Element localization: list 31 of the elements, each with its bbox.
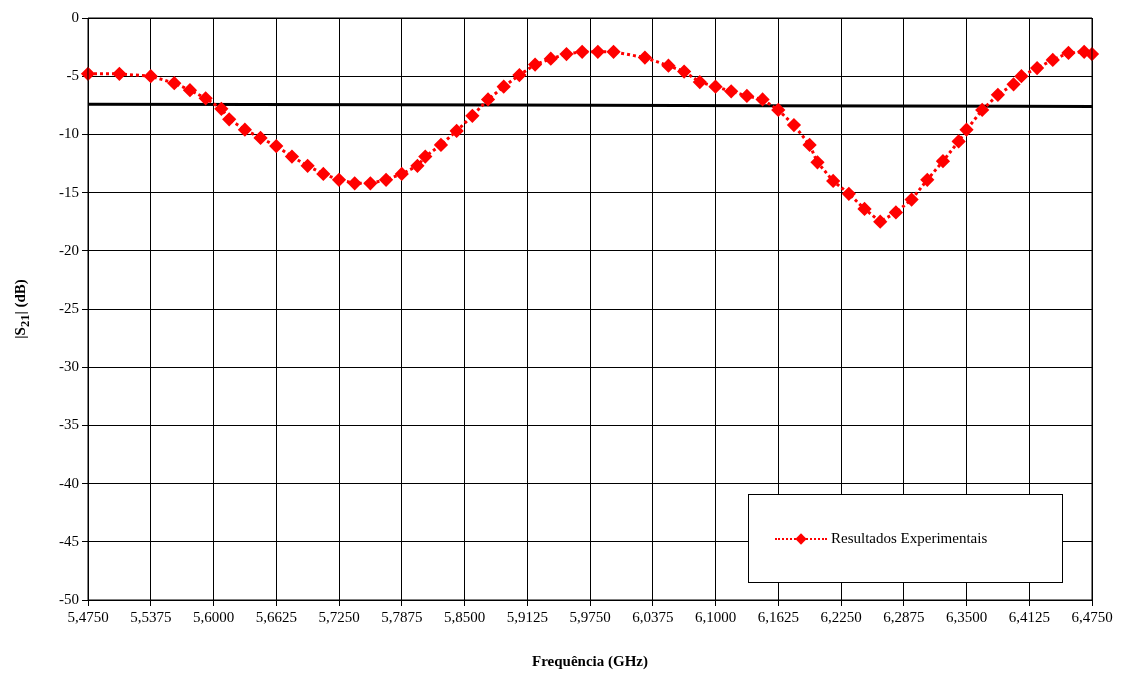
x-tick-label: 5,7875 [381, 608, 423, 625]
y-tick-label: -5 [66, 67, 79, 84]
x-tick-label: 5,8500 [443, 608, 486, 625]
legend-label: Resultados Experimentais [831, 530, 988, 547]
x-tick-label: 6,4750 [1071, 608, 1113, 625]
y-tick-label: -50 [59, 590, 79, 607]
x-tick-label: 5,6625 [255, 608, 297, 625]
y-tick-label: -40 [59, 474, 79, 491]
x-tick-label: 6,0375 [632, 608, 674, 625]
x-tick-label: 5,9125 [506, 608, 548, 625]
y-tick-label: -30 [59, 358, 79, 375]
legend: Resultados Experimentais [748, 494, 1063, 583]
y-tick-label: -10 [59, 125, 79, 142]
x-tick-label: 6,1000 [694, 608, 737, 625]
x-tick-label: 6,1625 [757, 608, 799, 625]
y-tick-label: -45 [59, 532, 79, 549]
x-tick-label: 5,6000 [192, 608, 235, 625]
x-tick-label: 5,9750 [569, 608, 611, 625]
x-tick-label: 5,5375 [130, 608, 172, 625]
y-tick-label: -20 [59, 241, 79, 258]
y-tick-label: 0 [71, 8, 79, 25]
y-tick-label: -15 [59, 183, 79, 200]
y-tick-label: -35 [59, 416, 79, 433]
x-tick-label: 6,2250 [820, 608, 862, 625]
y-tick-label: -25 [59, 299, 79, 316]
x-tick-label: 5,7250 [318, 608, 360, 625]
x-tick-label: 6,2875 [883, 608, 925, 625]
x-tick-label: 5,4750 [67, 608, 109, 625]
x-tick-label: 6,4125 [1008, 608, 1050, 625]
x-tick-label: 6,3500 [945, 608, 988, 625]
x-axis-title: Frequência (GHz) [532, 652, 648, 670]
